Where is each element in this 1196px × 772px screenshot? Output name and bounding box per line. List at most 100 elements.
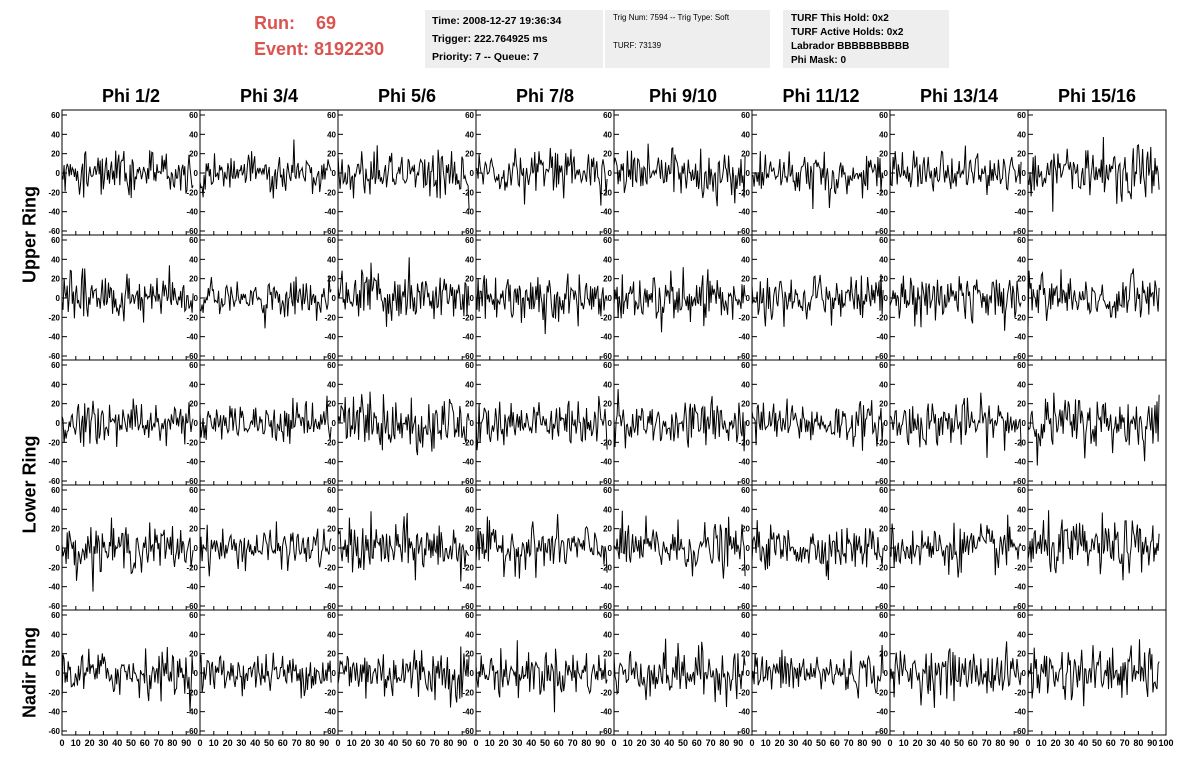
- y-tick-label: -60: [462, 602, 474, 611]
- x-tick-label: 30: [1064, 738, 1074, 748]
- y-tick-label: 40: [327, 380, 336, 389]
- y-tick-label: 20: [465, 525, 474, 534]
- y-tick-label: 20: [465, 400, 474, 409]
- y-tick-label: 20: [189, 525, 198, 534]
- y-tick-label: -20: [600, 688, 612, 697]
- y-tick-label: 20: [1017, 275, 1026, 284]
- y-tick-label: -20: [324, 188, 336, 197]
- x-tick-label: 30: [512, 738, 522, 748]
- y-tick-label: -20: [462, 688, 474, 697]
- y-tick-label: 0: [608, 419, 613, 428]
- y-tick-label: -60: [600, 477, 612, 486]
- y-tick-label: 60: [189, 111, 198, 120]
- y-tick-label: 60: [741, 236, 750, 245]
- x-tick-label: 80: [719, 738, 729, 748]
- y-tick-label: 0: [1022, 169, 1027, 178]
- y-tick-label: -60: [738, 602, 750, 611]
- y-tick-label: 60: [1017, 486, 1026, 495]
- y-tick-label: -40: [600, 458, 612, 467]
- x-tick-label: 60: [968, 738, 978, 748]
- waveform-trace: [1027, 268, 1160, 328]
- y-tick-label: 0: [332, 544, 337, 553]
- x-tick-label: 10: [347, 738, 357, 748]
- y-tick-label: -60: [1014, 602, 1026, 611]
- panel-frame: [1027, 484, 1167, 611]
- x-tick-label: 0: [1025, 738, 1030, 748]
- x-tick-label: 0: [473, 738, 478, 748]
- x-tick-label: 10: [209, 738, 219, 748]
- x-tick-label: 30: [788, 738, 798, 748]
- y-tick-label: -40: [600, 333, 612, 342]
- y-tick-label: 20: [189, 650, 198, 659]
- y-tick-label: -40: [186, 208, 198, 217]
- y-tick-label: -40: [48, 458, 60, 467]
- y-tick-label: 40: [1017, 380, 1026, 389]
- turf-hold-box: TURF This Hold: 0x2 TURF Active Holds: 0…: [783, 10, 949, 68]
- y-tick-label: 40: [1017, 505, 1026, 514]
- y-tick-label: 0: [470, 544, 475, 553]
- y-tick-label: 0: [194, 169, 199, 178]
- y-tick-label: -60: [186, 352, 198, 361]
- x-tick-label: 40: [664, 738, 674, 748]
- y-tick-label: -20: [738, 188, 750, 197]
- y-tick-label: 0: [332, 294, 337, 303]
- x-tick-label: 70: [292, 738, 302, 748]
- y-tick-label: 0: [470, 294, 475, 303]
- x-tick-label: 40: [250, 738, 260, 748]
- y-tick-label: 20: [1017, 150, 1026, 159]
- waveform-trace: [199, 139, 332, 199]
- y-tick-label: 60: [51, 361, 60, 370]
- waveform-trace: [61, 265, 194, 323]
- waveform-trace: [337, 257, 470, 327]
- y-tick-label: 20: [465, 650, 474, 659]
- y-tick-label: -60: [324, 477, 336, 486]
- y-tick-label: -60: [462, 227, 474, 236]
- x-tick-label: 80: [1133, 738, 1143, 748]
- y-tick-label: 20: [603, 525, 612, 534]
- x-tick-label: 50: [678, 738, 688, 748]
- x-tick-label: 50: [954, 738, 964, 748]
- column-title: Phi 5/6: [377, 86, 437, 106]
- y-tick-label: -40: [186, 458, 198, 467]
- panel-frame: [61, 484, 201, 611]
- event-value: 8192230: [314, 39, 385, 59]
- x-tick-label: 80: [857, 738, 867, 748]
- y-tick-label: -40: [324, 708, 336, 717]
- y-tick-label: 60: [1017, 111, 1026, 120]
- y-tick-label: 20: [1017, 400, 1026, 409]
- run-label: Run:: [254, 13, 295, 33]
- y-tick-label: -40: [600, 708, 612, 717]
- x-tick-label: 70: [706, 738, 716, 748]
- y-tick-label: -60: [186, 602, 198, 611]
- y-tick-label: -60: [48, 352, 60, 361]
- y-tick-label: -60: [48, 227, 60, 236]
- y-tick-label: 40: [51, 505, 60, 514]
- y-tick-label: 40: [51, 130, 60, 139]
- y-tick-label: 20: [879, 400, 888, 409]
- trigger-line: Trigger: 222.764925 ms: [432, 33, 548, 45]
- x-tick-label: 20: [499, 738, 509, 748]
- x-tick-label: 60: [554, 738, 564, 748]
- y-tick-label: 40: [465, 130, 474, 139]
- y-tick-label: -40: [876, 708, 888, 717]
- y-tick-label: 0: [194, 544, 199, 553]
- column-title: Phi 9/10: [648, 86, 718, 106]
- y-tick-label: 20: [189, 150, 198, 159]
- x-tick-label: 80: [995, 738, 1005, 748]
- y-tick-label: -40: [738, 458, 750, 467]
- y-tick-label: -60: [48, 477, 60, 486]
- y-tick-label: -20: [600, 438, 612, 447]
- y-tick-label: 20: [741, 400, 750, 409]
- x-tick-label: 90: [733, 738, 743, 748]
- y-tick-label: -40: [462, 458, 474, 467]
- y-tick-label: 60: [327, 236, 336, 245]
- y-tick-label: 0: [1022, 669, 1027, 678]
- x-tick-label: 20: [913, 738, 923, 748]
- panel-frame: [475, 109, 615, 236]
- y-tick-label: 20: [327, 275, 336, 284]
- y-tick-label: 0: [608, 294, 613, 303]
- y-tick-label: 40: [1017, 130, 1026, 139]
- waveform-trace: [613, 638, 746, 708]
- y-tick-label: -60: [738, 227, 750, 236]
- x-tick-label: 10: [1037, 738, 1047, 748]
